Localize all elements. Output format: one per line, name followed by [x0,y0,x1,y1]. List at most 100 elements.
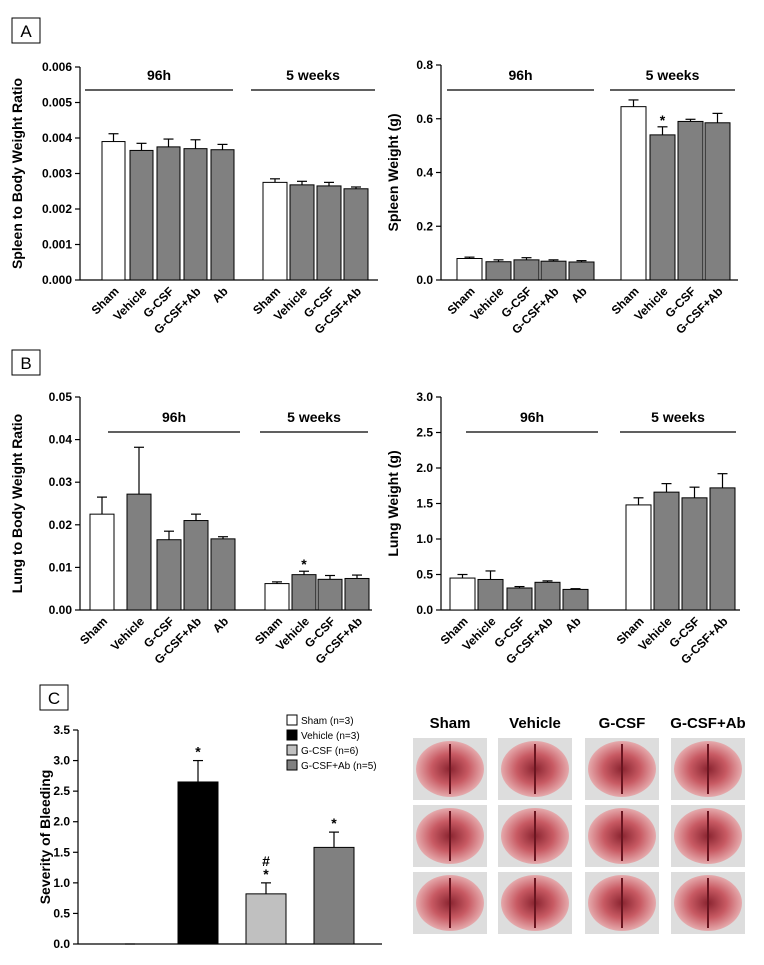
panel-label-box [11,17,41,44]
annotation: * [195,744,201,760]
bar [513,259,540,281]
y-tick-label: 0.5 [53,906,70,920]
x-tick-label: Vehicle [108,614,147,653]
group-label: 5 weeks [287,409,341,425]
bar [485,261,512,281]
y-tick-label: 0.4 [416,166,433,180]
bar [316,185,342,281]
photo-column-header: Vehicle [509,715,561,732]
y-tick-label: 1.5 [53,845,70,859]
bar [343,188,369,281]
y-tick-label: 0.5 [416,568,433,582]
bar [704,122,731,281]
y-tick-label: 0.0 [53,937,70,951]
photo-column-header: G-CSF [599,715,646,732]
legend-label: Sham (n=3) [301,716,354,727]
y-tick-label: 0.005 [42,96,72,110]
y-tick-label: 0.0 [416,273,433,287]
x-tick-label: Ab [562,614,583,635]
y-tick-label: 3.0 [53,754,70,768]
bar [709,487,736,611]
legend-label: Vehicle (n=3) [301,731,360,742]
y-tick-label: 2.5 [53,784,70,798]
panel-label: A [20,22,32,41]
photo-column-header: G-CSF+Ab [670,715,745,732]
legend-swatch [286,744,298,756]
bar [344,577,370,611]
bar [264,583,290,611]
annotation: * [331,815,337,831]
bar [653,491,680,611]
y-axis-title: Spleen Weight (g) [385,114,401,232]
y-tick-label: 3.5 [53,723,70,737]
y-tick-label: 0.03 [49,475,73,489]
legend-label: G-CSF+Ab (n=5) [301,761,377,772]
legend-swatch [286,729,298,741]
y-tick-label: 2.5 [416,426,433,440]
bar [568,261,595,281]
y-tick-label: 1.5 [416,497,433,511]
legend-swatch [286,759,298,771]
y-tick-label: 0.000 [42,273,72,287]
group-label: 5 weeks [646,67,700,83]
y-axis-title: Severity of Bleeding [37,770,53,905]
bar [625,504,652,611]
panel-label: B [20,354,31,373]
bar [562,588,589,611]
y-tick-label: 0.2 [416,219,433,233]
bar [245,893,287,945]
y-tick-label: 2.0 [53,815,70,829]
annotation: * [263,866,269,882]
bar [291,574,317,611]
group-label: 96h [162,409,186,425]
bar [506,587,533,611]
bar [210,538,236,611]
annotation: * [301,556,307,572]
y-tick-label: 0.04 [49,433,73,447]
y-tick-label: 0.02 [49,518,73,532]
y-tick-label: 0.001 [42,238,72,252]
x-tick-label: Ab [210,614,231,635]
y-tick-label: 0.00 [49,603,73,617]
y-tick-label: 0.05 [49,390,73,404]
bar [126,493,152,611]
bar [540,260,567,281]
bar [317,578,343,611]
y-axis-title: Spleen to Body Weight Ratio [9,78,25,269]
group-label: 5 weeks [286,67,340,83]
y-tick-label: 0.003 [42,167,72,181]
panel-label-box [39,684,69,711]
bar [183,148,208,281]
bar [177,781,219,945]
bar [262,181,288,281]
annotation: * [660,112,666,128]
y-tick-label: 0.01 [49,560,73,574]
bar [313,846,355,945]
bar [210,149,235,281]
y-tick-label: 1.0 [416,532,433,546]
photo-column-header: Sham [430,715,471,732]
panel-label-box [11,349,41,376]
legend-label: G-CSF (n=6) [301,746,359,757]
y-axis-title: Lung to Body Weight Ratio [9,414,25,593]
y-axis-title: Lung Weight (g) [385,450,401,556]
y-tick-label: 0.004 [42,131,72,145]
y-tick-label: 0.8 [416,58,433,72]
annotation: # [262,853,270,869]
bar [156,539,182,611]
bar [534,581,561,611]
y-tick-label: 0.6 [416,112,433,126]
group-label: 96h [520,409,544,425]
bar [129,149,154,281]
bar [449,577,476,611]
y-tick-label: 1.0 [53,876,70,890]
bar [101,141,126,281]
group-label: 96h [147,67,171,83]
y-tick-label: 2.0 [416,461,433,475]
x-tick-label: Sham [77,614,110,647]
x-tick-label: Ab [568,284,589,305]
bar [649,134,676,281]
group-label: 5 weeks [651,409,705,425]
bar [156,146,181,281]
